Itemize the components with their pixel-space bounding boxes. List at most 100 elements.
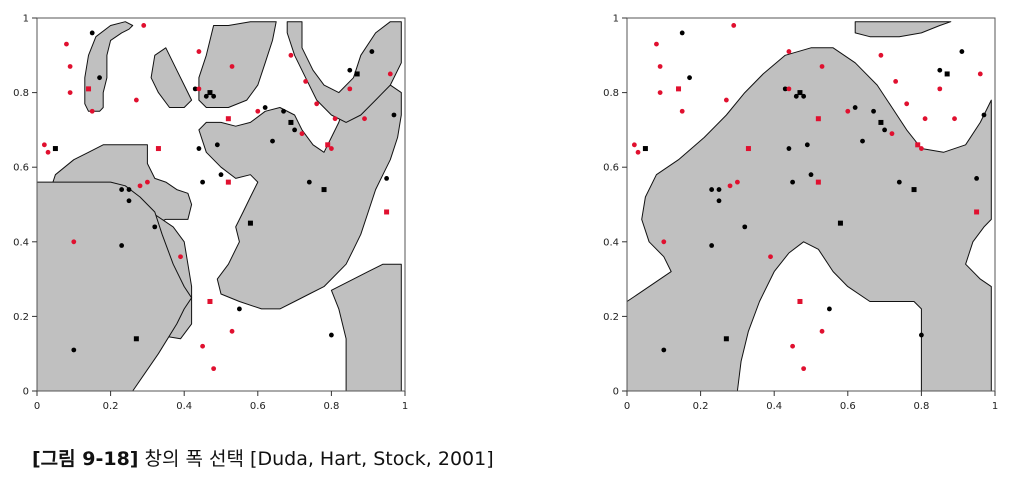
- figure-caption-text: 창의 폭 선택 [Duda, Hart, Stock, 2001]: [138, 448, 494, 470]
- data-point-a: [882, 127, 887, 133]
- data-point-a: [878, 119, 884, 125]
- data-point-a: [974, 175, 979, 181]
- x-tick-label: 0.8: [323, 401, 339, 412]
- data-point-b: [904, 101, 910, 107]
- y-tick-label: 0.2: [13, 312, 29, 323]
- decision-region: [330, 263, 402, 392]
- data-point-b: [727, 183, 733, 189]
- data-point-a: [119, 187, 125, 192]
- data-point-a: [207, 90, 213, 96]
- y-tick-label: 0: [23, 387, 29, 398]
- y-tick-label: 0.4: [603, 237, 619, 248]
- data-point-b: [676, 86, 682, 92]
- data-point-a: [911, 187, 917, 193]
- data-point-b: [64, 41, 69, 47]
- x-tick-label: 1: [402, 401, 408, 412]
- data-point-b: [196, 86, 202, 92]
- data-point-b: [657, 64, 663, 69]
- data-point-b: [67, 64, 73, 69]
- data-point-a: [709, 243, 715, 248]
- y-tick-label: 0: [613, 387, 619, 398]
- data-point-b: [225, 179, 231, 185]
- data-point-a: [211, 93, 217, 99]
- y-tick-label: 1: [23, 14, 29, 25]
- data-point-b: [145, 179, 150, 185]
- y-tick-label: 0.2: [603, 312, 619, 323]
- data-point-a: [782, 86, 788, 92]
- data-point-a: [89, 30, 95, 36]
- data-point-a: [126, 198, 132, 204]
- x-tick-label: 0: [34, 401, 40, 412]
- data-point-b: [71, 239, 77, 245]
- data-point-b: [768, 254, 773, 260]
- data-point-b: [631, 142, 637, 148]
- data-point-a: [804, 142, 810, 148]
- data-point-a: [919, 332, 924, 338]
- data-point-a: [52, 146, 58, 152]
- data-point-a: [347, 67, 353, 73]
- data-point-b: [387, 71, 393, 77]
- data-point-b: [384, 209, 390, 215]
- data-point-b: [878, 52, 884, 58]
- data-point-a: [827, 306, 832, 312]
- data-point-b: [657, 90, 663, 95]
- data-point-b: [786, 49, 792, 54]
- data-point-a: [793, 93, 799, 99]
- data-point-a: [679, 30, 685, 36]
- y-tick-label: 0.8: [13, 88, 29, 99]
- data-point-b: [229, 64, 235, 69]
- data-point-b: [797, 298, 803, 304]
- data-point-a: [262, 105, 268, 110]
- data-point-a: [214, 142, 220, 148]
- data-point-b: [325, 142, 331, 148]
- data-point-b: [229, 328, 235, 334]
- data-point-b: [661, 239, 667, 245]
- data-point-b: [654, 41, 659, 47]
- data-point-a: [716, 198, 722, 204]
- data-point-a: [354, 71, 360, 77]
- data-point-b: [731, 23, 737, 28]
- data-point-b: [915, 142, 921, 148]
- decision-region: [854, 21, 952, 38]
- data-point-b: [207, 298, 213, 304]
- data-point-a: [860, 138, 865, 144]
- x-tick-label: 0.4: [766, 401, 782, 412]
- data-point-a: [384, 175, 389, 181]
- data-point-b: [977, 71, 983, 77]
- data-point-b: [314, 101, 320, 107]
- data-point-b: [133, 97, 139, 103]
- data-point-b: [45, 149, 51, 155]
- data-point-a: [218, 172, 224, 178]
- x-tick-label: 0.4: [176, 401, 192, 412]
- data-point-a: [321, 187, 327, 193]
- data-point-a: [786, 146, 792, 151]
- data-point-b: [952, 116, 957, 122]
- decision-region: [150, 47, 193, 108]
- data-point-b: [790, 343, 795, 349]
- data-point-a: [871, 108, 876, 114]
- y-tick-label: 0.8: [603, 88, 619, 99]
- data-point-b: [362, 116, 367, 122]
- data-point-a: [237, 306, 242, 312]
- data-point-b: [937, 86, 943, 92]
- y-tick-label: 1: [613, 14, 619, 25]
- data-point-a: [723, 336, 729, 342]
- data-point-a: [797, 90, 803, 96]
- data-point-a: [119, 243, 125, 248]
- data-point-a: [247, 220, 253, 226]
- data-point-b: [255, 108, 261, 114]
- data-point-b: [329, 146, 334, 151]
- data-point-b: [745, 146, 751, 152]
- x-tick-label: 0.2: [693, 401, 709, 412]
- data-point-a: [270, 138, 275, 144]
- data-point-a: [801, 93, 807, 99]
- right-decision-plot: 0 0.2 0.4 0.6 0.8 1 0 0.2 0.4 0.6 0.8 1: [603, 14, 998, 413]
- data-point-a: [292, 127, 297, 133]
- data-point-a: [687, 75, 692, 81]
- plot-frame: [36, 17, 406, 392]
- data-point-b: [211, 366, 217, 372]
- data-point-a: [852, 105, 858, 110]
- data-point-b: [919, 146, 924, 151]
- x-tick-label: 1: [992, 401, 998, 412]
- figure-number: [그림 9-18]: [32, 448, 139, 470]
